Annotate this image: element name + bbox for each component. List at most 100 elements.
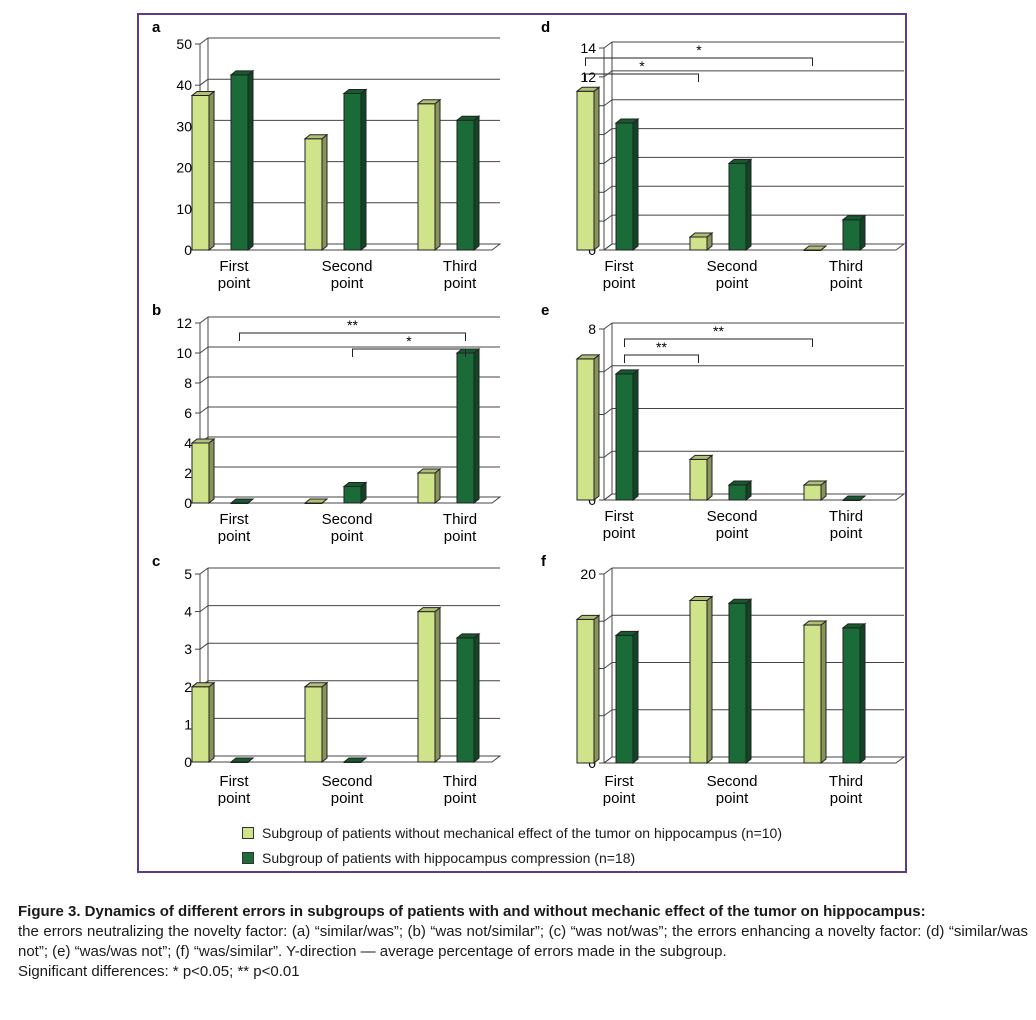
bar-front xyxy=(803,484,822,501)
bar-top xyxy=(802,480,828,486)
panel-label: a xyxy=(152,19,161,36)
category-label-line: Second xyxy=(322,773,373,790)
bar-top xyxy=(229,498,255,504)
bar-top xyxy=(688,232,714,238)
category-label-line: point xyxy=(444,275,477,292)
category-label-line: Third xyxy=(443,773,477,790)
category-label: Third point xyxy=(829,773,863,807)
significance-label: ** xyxy=(713,323,724,339)
bar-side xyxy=(820,619,827,765)
bar-side xyxy=(859,214,866,252)
bar xyxy=(342,481,368,505)
bar-front xyxy=(417,472,436,504)
bar-side xyxy=(434,467,441,505)
bar-front xyxy=(615,634,634,764)
caption-body: the errors neutralizing the novelty fact… xyxy=(18,923,1028,960)
gridline-stub xyxy=(603,157,613,164)
bar xyxy=(575,353,601,502)
category-label-line: point xyxy=(444,790,477,807)
category-label-line: point xyxy=(716,275,749,292)
legend-label-without-compression: Subgroup of patients without mechanical … xyxy=(262,825,783,841)
bar xyxy=(416,467,442,505)
bar-front xyxy=(304,686,323,763)
bar-top xyxy=(802,245,828,251)
category-label-line: First xyxy=(219,258,249,275)
bar-side xyxy=(321,681,328,764)
category-label-line: Second xyxy=(707,773,758,790)
bar-side xyxy=(593,353,600,502)
category-label: Second point xyxy=(707,773,758,807)
bar-top xyxy=(190,438,216,444)
category-label-line: Second xyxy=(322,258,373,275)
category-label-line: Second xyxy=(322,511,373,528)
bar-side xyxy=(632,630,639,765)
bar-top xyxy=(575,614,601,620)
bar-front xyxy=(343,486,362,504)
bar-side xyxy=(593,86,600,252)
y-tick-label: 12 xyxy=(580,69,596,85)
bar xyxy=(303,133,329,252)
bar xyxy=(455,347,481,505)
y-tick-label: 50 xyxy=(176,36,192,52)
category-label-line: point xyxy=(444,528,477,545)
y-tick-label: 0 xyxy=(184,495,192,511)
y-tick-label: 5 xyxy=(184,566,192,582)
bar-top xyxy=(303,498,329,504)
panel-label: c xyxy=(152,553,160,570)
bar xyxy=(342,757,368,763)
y-tick-label: 8 xyxy=(184,375,192,391)
bar-front xyxy=(417,103,436,251)
bar-top xyxy=(802,620,828,626)
bar-front xyxy=(615,122,634,251)
bar-side xyxy=(706,454,713,502)
bar xyxy=(416,606,442,764)
chart-floor xyxy=(602,243,906,251)
bar-top xyxy=(575,86,601,92)
bar-front xyxy=(191,686,210,763)
bar-top xyxy=(416,607,442,613)
category-label-line: Third xyxy=(829,508,863,525)
category-label-line: First xyxy=(219,511,249,528)
bar-front xyxy=(728,602,747,764)
bar xyxy=(614,368,640,502)
category-label-line: point xyxy=(331,528,364,545)
gridline-stub xyxy=(199,78,209,86)
bar-side xyxy=(208,90,215,252)
bar-top xyxy=(575,354,601,360)
bar-front xyxy=(456,637,475,763)
bar-side xyxy=(632,117,639,252)
bar xyxy=(688,231,714,252)
gridline-stub xyxy=(199,37,209,45)
chart-panel-d: d02468101214FirstpointSecondpointThirdpo… xyxy=(541,19,906,292)
y-tick-label: 12 xyxy=(176,315,192,331)
bar xyxy=(416,98,442,252)
bar xyxy=(342,88,368,252)
bar xyxy=(727,598,753,765)
bar xyxy=(802,619,828,765)
significance-bracket xyxy=(352,348,466,357)
bar xyxy=(229,498,255,504)
category-label: Second point xyxy=(322,511,373,545)
category-label-line: point xyxy=(331,790,364,807)
bar-top xyxy=(688,595,714,601)
bar xyxy=(688,454,714,502)
panel-label: e xyxy=(541,302,549,319)
bar-front xyxy=(417,611,436,763)
significance-label: ** xyxy=(347,317,358,333)
caption-significance: Significant differences: * p<0.05; ** p<… xyxy=(18,963,300,980)
category-label-line: point xyxy=(830,790,863,807)
significance-bracket xyxy=(624,338,813,347)
bar-top xyxy=(342,482,368,487)
category-label: Third point xyxy=(443,258,477,292)
category-label-line: First xyxy=(604,508,634,525)
category-label: First point xyxy=(218,258,251,292)
y-tick-label: 6 xyxy=(184,405,192,421)
category-label: First point xyxy=(603,773,636,807)
bar xyxy=(190,437,216,505)
category-label-line: point xyxy=(218,528,251,545)
y-tick-label: 2 xyxy=(184,465,192,481)
y-tick-label: 20 xyxy=(176,160,192,176)
bar xyxy=(841,495,867,501)
bar-front xyxy=(728,162,747,251)
